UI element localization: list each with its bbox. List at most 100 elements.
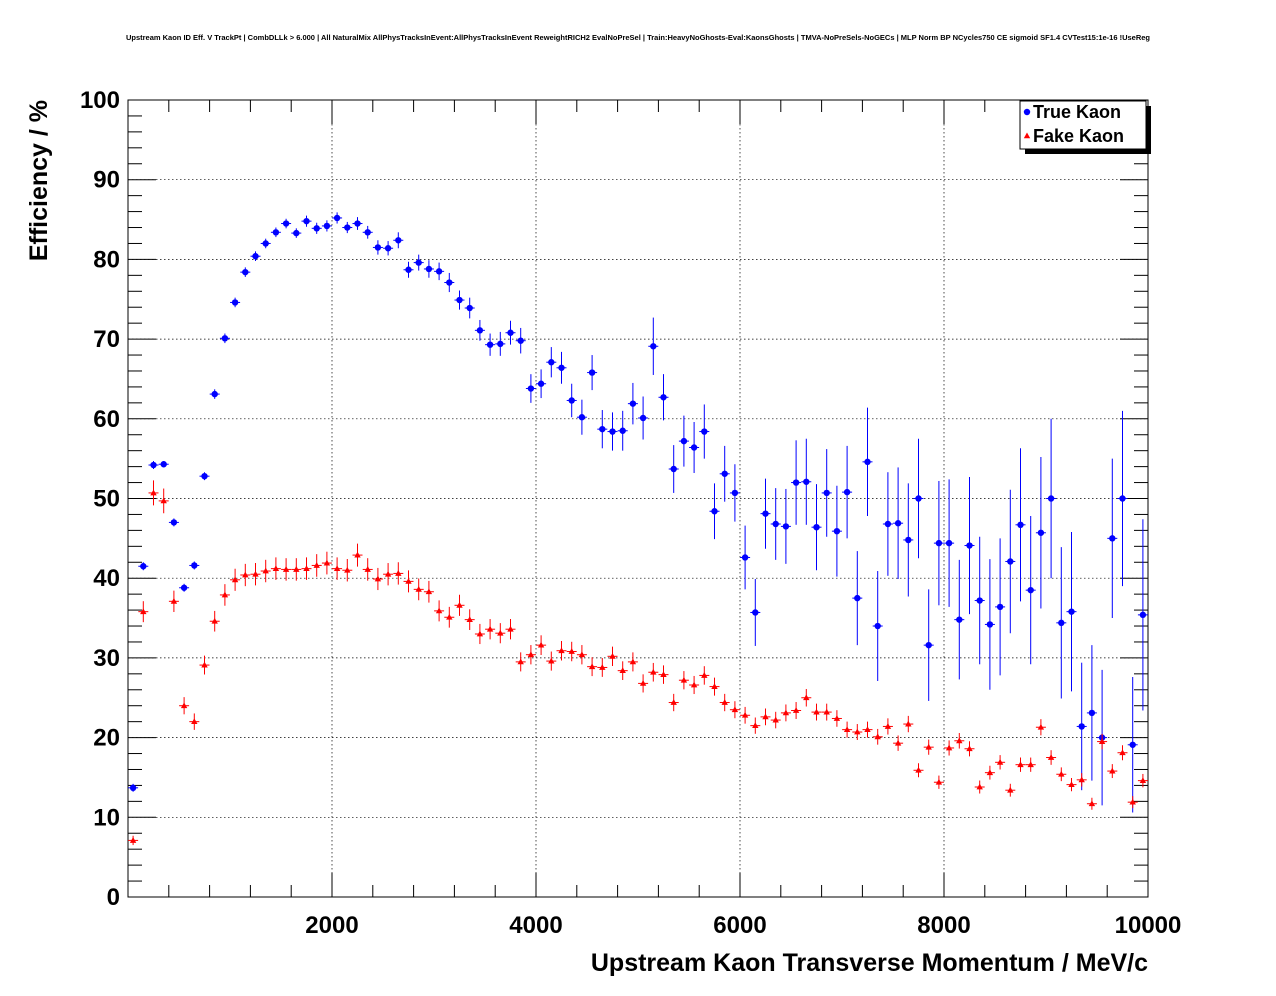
- true-kaon-point: [588, 369, 596, 376]
- true-kaon-point: [558, 364, 565, 371]
- true-kaon-point: [548, 359, 555, 366]
- fake-kaon-point: [782, 709, 790, 716]
- fake-kaon-point: [435, 607, 443, 614]
- chart-title: Upstream Kaon ID Eff. V TrackPt | CombDL…: [125, 33, 1151, 42]
- fake-kaon-point: [1068, 781, 1075, 788]
- fake-kaon-point: [1129, 798, 1136, 805]
- fake-kaon-point: [140, 608, 147, 615]
- fake-kaon-point: [344, 566, 351, 573]
- fake-kaon-point: [578, 651, 586, 658]
- x-tick-label: 6000: [713, 912, 766, 939]
- fake-kaon-point: [476, 630, 484, 637]
- fake-kaon-point: [548, 657, 555, 664]
- fake-kaon-point: [354, 551, 361, 558]
- fake-kaon-point: [425, 588, 433, 595]
- fake-kaon-point: [1037, 723, 1045, 730]
- true-kaon-point: [435, 268, 443, 275]
- true-kaon-point: [527, 385, 535, 392]
- y-tick-label: 70: [93, 326, 120, 353]
- true-kaon-point: [690, 444, 698, 451]
- fake-kaon-point: [925, 743, 932, 750]
- y-axis-title: Efficiency / %: [25, 100, 53, 261]
- fake-kaon-point: [803, 694, 810, 701]
- fake-kaon-point: [1027, 761, 1034, 768]
- true-kaon-point: [1017, 521, 1024, 529]
- true-kaon-point: [996, 603, 1004, 611]
- fake-kaon-point: [313, 562, 320, 568]
- true-kaon-point: [711, 508, 718, 515]
- fake-kaon-point: [874, 733, 881, 740]
- true-kaon-point: [221, 335, 229, 342]
- true-kaon-point: [823, 489, 830, 497]
- true-kaon-point: [843, 488, 851, 496]
- fake-kaon-point: [558, 647, 565, 654]
- x-tick-label: 10000: [1115, 912, 1182, 939]
- x-tick-label: 8000: [917, 912, 970, 939]
- true-kaon-point: [731, 489, 739, 497]
- fake-kaon-point: [191, 718, 198, 725]
- fake-kaon-point: [405, 577, 412, 584]
- true-kaon-point: [1047, 495, 1055, 502]
- legend-fake-kaon-label: Fake Kaon: [1033, 126, 1124, 146]
- fake-kaon-point: [129, 837, 137, 843]
- true-kaon-point: [1027, 586, 1034, 594]
- fake-kaon-point: [752, 722, 759, 729]
- fake-kaon-point: [497, 629, 504, 636]
- fake-kaon-point: [364, 566, 371, 572]
- fake-kaon-point: [956, 737, 963, 744]
- true-kaon-point: [609, 428, 616, 435]
- fake-kaon-point: [282, 566, 290, 572]
- true-kaon-point: [813, 523, 820, 531]
- fake-kaon-point: [1088, 800, 1096, 807]
- true-kaon-point: [792, 479, 800, 486]
- fake-kaon-point: [456, 601, 463, 608]
- data-points: [128, 212, 1148, 846]
- true-kaon-point: [129, 784, 137, 792]
- y-tick-label: 90: [93, 167, 120, 194]
- fake-kaon-point: [221, 591, 229, 598]
- true-kaon-point: [660, 394, 667, 401]
- fake-kaon-point: [568, 648, 575, 654]
- true-kaon-point: [782, 523, 790, 530]
- true-kaon-point: [425, 265, 433, 273]
- fake-kaon-point: [242, 571, 249, 578]
- legend-fake-kaon-marker: [1023, 132, 1031, 139]
- fake-kaon-point: [211, 617, 218, 624]
- true-kaon-point: [864, 458, 871, 466]
- true-kaon-point: [1119, 495, 1126, 502]
- fake-kaon-point: [170, 597, 178, 604]
- true-kaon-point: [578, 414, 586, 421]
- true-kaon-point: [466, 304, 473, 312]
- true-kaon-point: [486, 341, 494, 348]
- true-kaon-point: [680, 437, 688, 445]
- true-kaon-point: [364, 229, 371, 236]
- fake-kaon-point: [986, 769, 994, 776]
- fake-kaon-point: [333, 565, 341, 572]
- fake-kaon-point: [1007, 786, 1014, 793]
- true-kaon-point: [945, 539, 953, 547]
- fake-kaon-point: [741, 711, 749, 718]
- true-kaon-point: [874, 622, 881, 630]
- true-kaon-point: [282, 220, 290, 227]
- true-kaon-point: [517, 337, 524, 344]
- true-kaon-point: [956, 616, 963, 623]
- fake-kaon-point: [1139, 777, 1147, 784]
- fake-kaon-point: [272, 565, 280, 572]
- true-kaon-point: [456, 296, 463, 304]
- fake-kaon-point: [160, 497, 167, 504]
- true-kaon-point: [976, 597, 983, 604]
- fake-kaon-point: [446, 613, 453, 620]
- true-kaon-point: [1007, 558, 1014, 565]
- true-kaon-point: [701, 428, 708, 435]
- true-kaon-point: [1058, 619, 1065, 627]
- fake-kaon-point: [945, 744, 953, 751]
- fake-kaon-point: [833, 715, 841, 721]
- y-tick-label: 20: [93, 725, 120, 752]
- true-kaon-point: [966, 542, 973, 549]
- true-kaon-point: [242, 268, 249, 276]
- true-kaon-point: [170, 519, 178, 526]
- true-kaon-point: [415, 259, 422, 266]
- true-kaon-point: [639, 414, 647, 422]
- legend: True Kaon Fake Kaon: [1019, 100, 1151, 154]
